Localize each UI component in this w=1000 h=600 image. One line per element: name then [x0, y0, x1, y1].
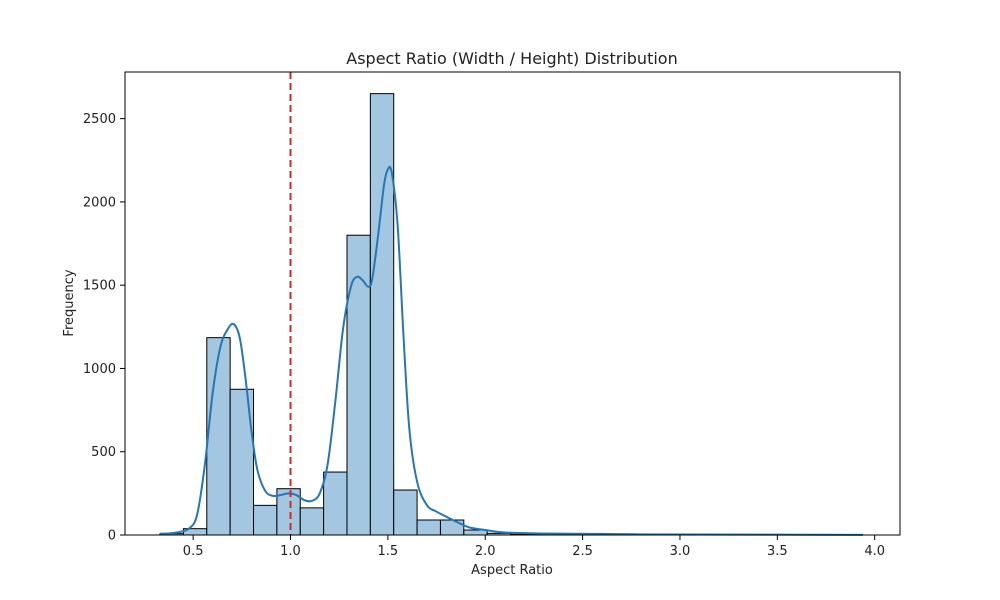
histogram-bar — [346, 234, 371, 536]
x-tick-label: 3.0 — [670, 544, 691, 559]
x-tick-label: 3.5 — [767, 544, 788, 559]
histogram-bar — [416, 519, 441, 536]
histogram-bar — [299, 507, 325, 536]
y-tick-label: 2500 — [83, 112, 116, 127]
histogram-bar — [253, 504, 278, 536]
kde-layer — [160, 165, 864, 536]
chart-title: Aspect Ratio (Width / Height) Distributi… — [346, 49, 677, 68]
histogram-bars — [159, 93, 862, 536]
y-axis: 0 500 1000 1500 2000 2500 — [83, 112, 125, 544]
kde-curve — [160, 165, 864, 536]
x-axis-label: Aspect Ratio — [471, 563, 553, 578]
x-axis: 0.5 1.0 1.5 2.0 2.5 3.0 3.5 4.0 — [183, 535, 885, 559]
x-tick-label: 1.5 — [378, 544, 399, 559]
y-tick-label: 2000 — [83, 195, 116, 210]
histogram-bar — [206, 337, 231, 536]
x-tick-label: 2.5 — [572, 544, 593, 559]
x-tick-label: 1.0 — [280, 544, 301, 559]
histogram-bar — [393, 489, 418, 536]
x-tick-label: 4.0 — [864, 544, 885, 559]
y-tick-label: 1500 — [83, 279, 116, 294]
y-tick-label: 500 — [91, 445, 116, 460]
y-tick-label: 1000 — [83, 362, 116, 377]
x-tick-label: 2.0 — [475, 544, 496, 559]
y-axis-label: Frequency — [62, 269, 77, 336]
histogram-bar — [369, 93, 395, 536]
y-tick-label: 0 — [108, 529, 116, 544]
plot-frame — [124, 71, 901, 536]
histogram-bar — [439, 519, 465, 536]
x-tick-label: 0.5 — [183, 544, 204, 559]
histogram-bar — [323, 471, 348, 536]
